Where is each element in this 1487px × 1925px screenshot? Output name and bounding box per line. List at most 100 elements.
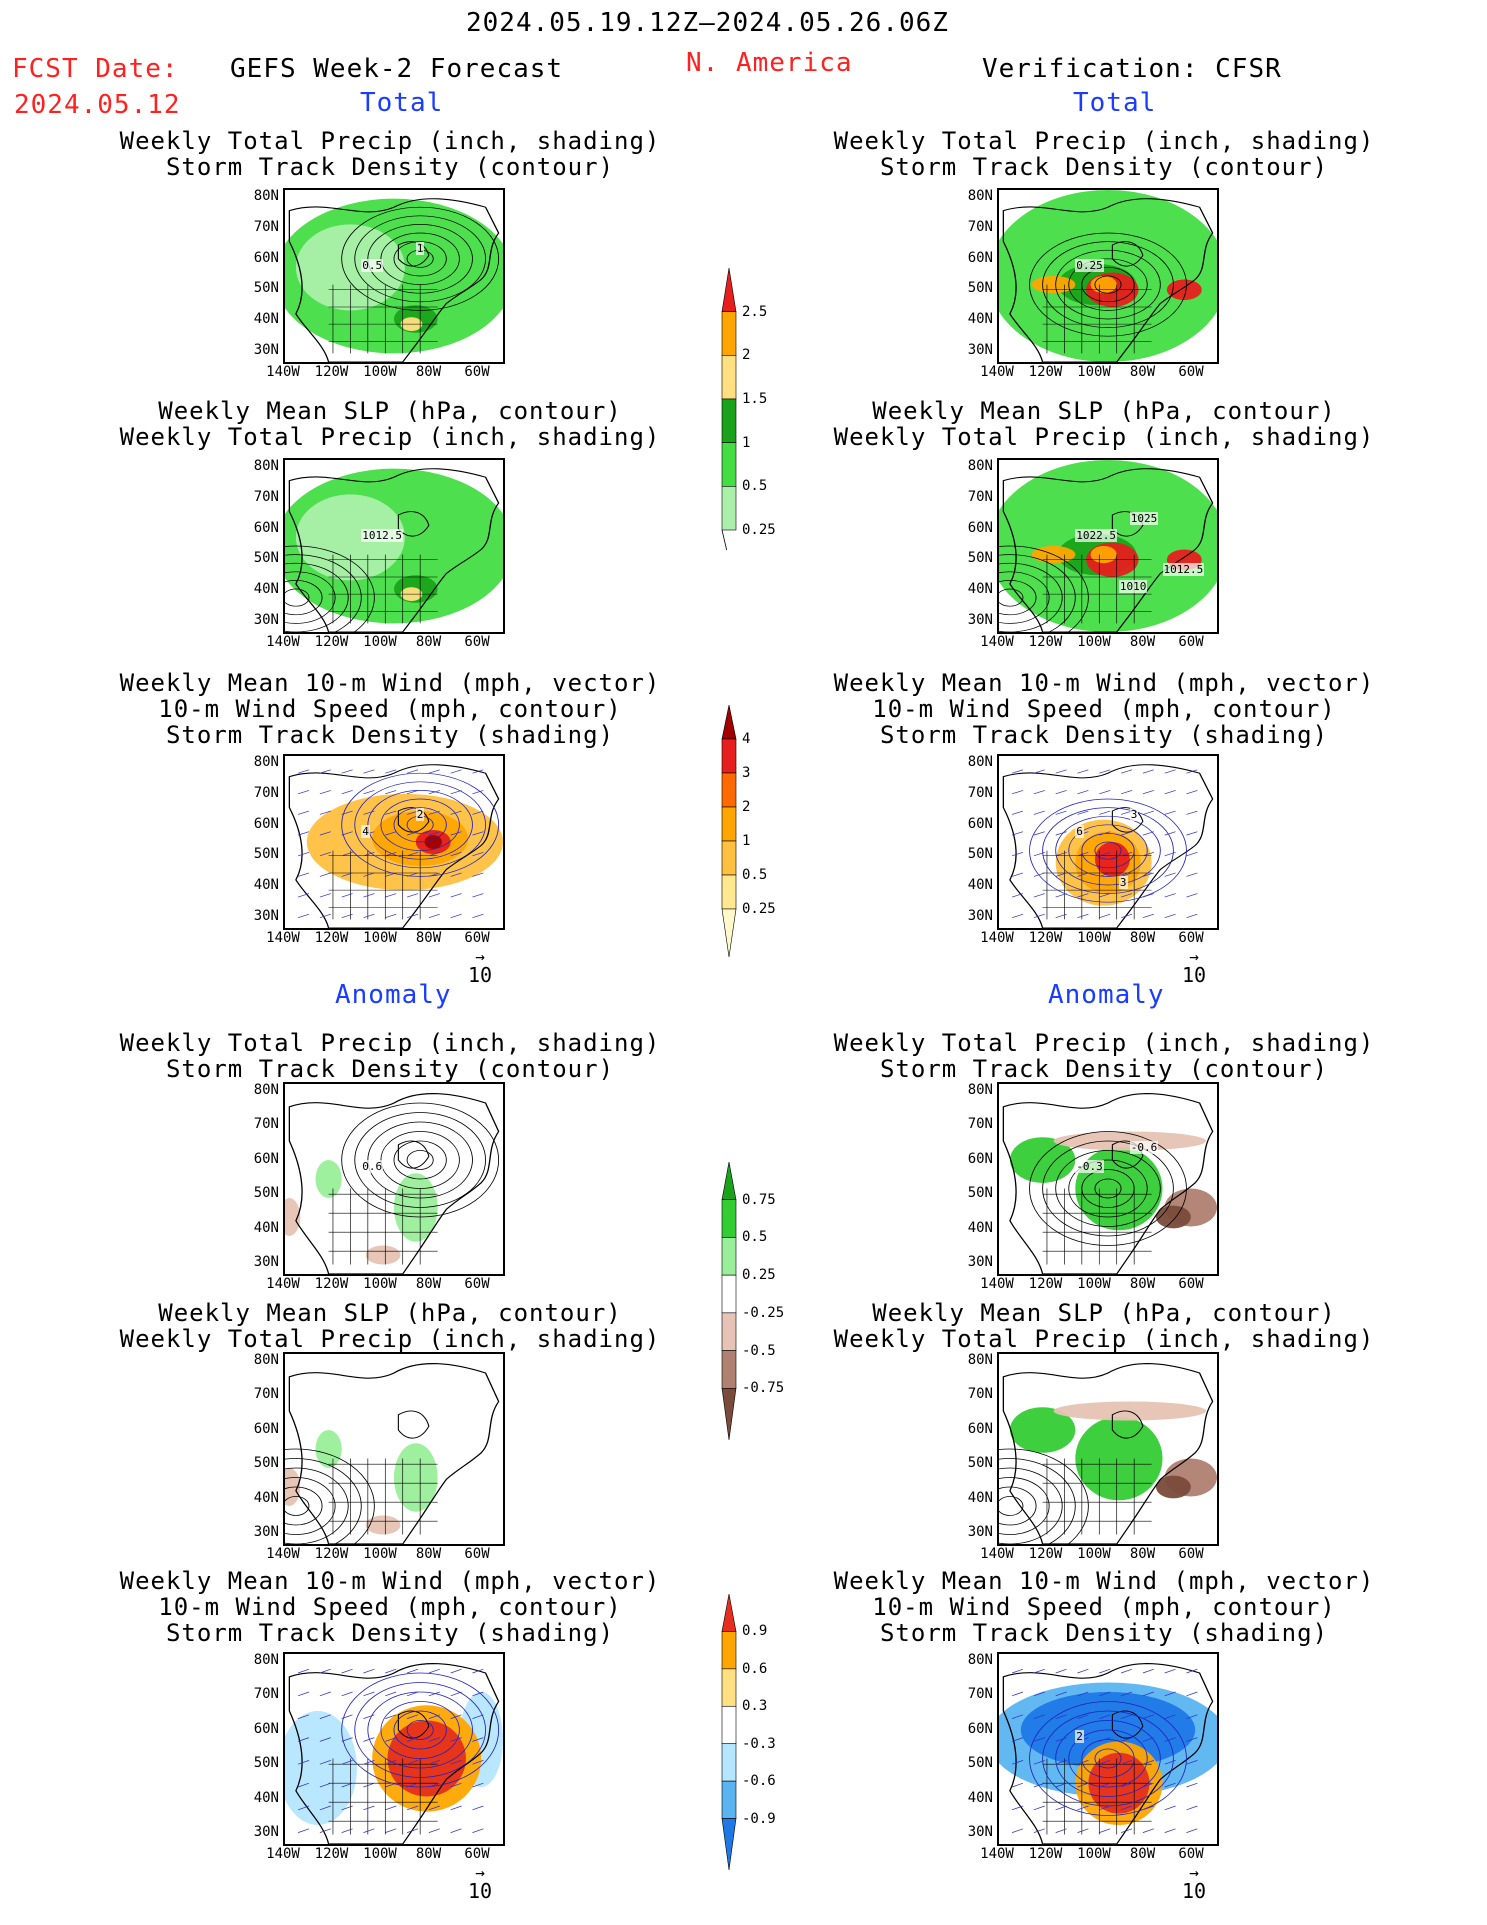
panel-6-left-map <box>283 1652 505 1846</box>
panel-5-right-lon-tick-80W: 80W <box>1129 1546 1156 1562</box>
panel-4-right-lon-tick-100W: 100W <box>1077 1276 1111 1292</box>
panel-5-left-title-line-1: Weekly Mean SLP (hPa, contour) <box>158 1299 622 1327</box>
panel-2-right-lon-tick-60W: 60W <box>1178 634 1204 650</box>
panel-4-left-lat-tick-30N: 30N <box>253 1254 279 1270</box>
panel-6-right-reference-value: 10 <box>1182 1879 1207 1903</box>
panel-2-left-coastline <box>288 468 500 632</box>
colorbar-anom-storm-swatch-4 <box>721 1705 737 1745</box>
panel-4-left-lat-tick-40N: 40N <box>253 1219 279 1236</box>
panel-2-right-lat-tick-70N: 70N <box>967 488 993 505</box>
panel-5-right-shade-4 <box>1155 1475 1191 1499</box>
panel-5-right-shade-1 <box>1075 1416 1163 1501</box>
panel-2-right-title-line-2: Weekly Total Precip (inch, shading) <box>833 423 1375 451</box>
panel-6-left-lon-tick-60W: 60W <box>464 1846 490 1862</box>
panel-1-left-map-svg <box>285 198 503 362</box>
panel-4-right-lon-tick-120W: 120W <box>1028 1276 1063 1292</box>
panel-4-right-lon-tick-60W: 60W <box>1178 1276 1204 1292</box>
panel-4-right-map-svg <box>1002 1093 1217 1274</box>
panel-3-right-reference-value: 10 <box>1182 963 1207 987</box>
panel-6-left-lon-tick-120W: 120W <box>314 1846 349 1862</box>
colorbar-total-precip-swatch-3 <box>721 355 737 400</box>
panel-2-right-contour-label-4: 1012.5 <box>1162 563 1205 577</box>
panel-1-left-contour-label-1: 0.5 <box>361 258 384 272</box>
colorbar-anom-storm-label-4: -0.3 <box>742 1735 776 1752</box>
panel-6-right-contour-label-1: 2 <box>1075 1730 1084 1743</box>
panel-6-right-reference-arrow: → <box>1189 1863 1199 1882</box>
colorbar-total-storm-swatch-7 <box>721 908 737 958</box>
panel-6-right-contours <box>1029 1701 1187 1816</box>
panel-6-left-map-svg <box>285 1663 503 1844</box>
panel-1-right-title-line-1: Weekly Total Precip (inch, shading) <box>833 127 1375 155</box>
colorbar-anom-precip-swatch-7 <box>721 1387 737 1441</box>
panel-6-right-lon-tick-80W: 80W <box>1129 1846 1156 1862</box>
panel-5-right-lon-tick-100W: 100W <box>1077 1546 1111 1562</box>
panel-3-right-lon-tick-100W: 100W <box>1077 930 1111 946</box>
panel-2-right-lat-tick-80N: 80N <box>967 458 993 474</box>
panel-1-left-title-line-1: Weekly Total Precip (inch, shading) <box>119 127 661 155</box>
panel-2-left-lat-tick-60N: 60N <box>253 519 279 536</box>
panel-1-left-lon-tick-120W: 120W <box>314 364 349 380</box>
panel-3-left-hudson-bay <box>397 807 430 833</box>
panel-2-left-lon-tick-140W: 140W <box>266 634 300 650</box>
panel-5-right-lon-tick-120W: 120W <box>1028 1546 1063 1562</box>
panel-6-right-coastline <box>1002 1663 1214 1844</box>
panel-2-left-contour-label-1: 1012.5 <box>361 528 404 542</box>
colorbar-anom-storm-swatch-3 <box>721 1668 737 1707</box>
panel-4-left-lon-tick-120W: 120W <box>314 1276 349 1292</box>
panel-6-left-lat-tick-30N: 30N <box>253 1824 279 1840</box>
panel-6-left-lat-tick-70N: 70N <box>253 1686 279 1703</box>
panel-6-left-lon-tick-100W: 100W <box>363 1846 397 1862</box>
panel-4-left-coastline <box>288 1093 500 1274</box>
panel-3-left-state-lines <box>328 850 438 920</box>
colorbar-total-precip-label-5: 0.5 <box>742 478 768 495</box>
panel-6-left-title-line-2: 10-m Wind Speed (mph, contour) <box>158 1593 622 1621</box>
panel-5-left-hudson-bay <box>397 1410 430 1439</box>
panel-2-right-contour-label-1: 1022.5 <box>1075 528 1118 542</box>
colorbar-anom-precip-swatch-2 <box>721 1199 737 1238</box>
panel-4-left-lat-tick-50N: 50N <box>253 1185 279 1202</box>
colorbar-total-precip-tail <box>721 529 728 550</box>
panel-4-right-hudson-bay <box>1111 1140 1144 1169</box>
panel-5-left-lon-tick-80W: 80W <box>415 1546 442 1562</box>
panel-1-right-lat-tick-60N: 60N <box>967 249 993 266</box>
panel-3-left-lon-tick-140W: 140W <box>266 930 300 946</box>
panel-4-left-map-svg <box>285 1093 500 1274</box>
colorbar-anom-storm-swatch-5 <box>721 1743 737 1782</box>
colorbar-anom-storm-label-1: 0.9 <box>742 1623 768 1640</box>
panel-1-right-map: 0.25 <box>997 188 1219 364</box>
panel-2-right-lon-tick-140W: 140W <box>980 634 1014 650</box>
panel-6-left-reference-vector: → 10 <box>468 1864 492 1902</box>
fcst-date: 2024.05.12 <box>14 90 181 120</box>
panel-1-right-lat-tick-30N: 30N <box>967 342 993 358</box>
panel-2-left-title-line-1: Weekly Mean SLP (hPa, contour) <box>158 397 622 425</box>
panel-6-right-lat-tick-50N: 50N <box>967 1755 993 1772</box>
colorbar-anom-storm-label-6: -0.9 <box>742 1810 776 1827</box>
panel-3-right-map: 6 3 3 <box>997 754 1219 930</box>
panel-3-right-lat-tick-30N: 30N <box>967 908 993 924</box>
panel-3-right-lat-tick-60N: 60N <box>967 815 993 832</box>
panel-5-left-lon-tick-140W: 140W <box>266 1546 300 1562</box>
panel-2-left-shade-2 <box>295 494 405 581</box>
panel-4-left-map: 0.6 <box>283 1082 505 1276</box>
panel-6-left-hudson-bay <box>397 1710 430 1739</box>
panel-1-left-lat-tick-60N: 60N <box>253 249 279 266</box>
left-title: GEFS Week-2 Forecast <box>230 54 564 84</box>
panel-5-right-title-line-2: Weekly Total Precip (inch, shading) <box>833 1325 1375 1353</box>
panel-2-right-coastline <box>1002 468 1214 632</box>
panel-4-right-contour-label-1: -0.3 <box>1075 1160 1104 1173</box>
right-title: Verification: CFSR <box>982 54 1282 84</box>
panel-2-right-lon-tick-100W: 100W <box>1077 634 1111 650</box>
panel-6-left-lat-tick-80N: 80N <box>253 1652 279 1668</box>
panel-6-right-hudson-bay <box>1111 1710 1144 1739</box>
panel-5-left-lon-tick-60W: 60W <box>464 1546 490 1562</box>
colorbar-anom-precip: 0.75 0.5 0.25 -0.25 -0.5 -0.75 <box>718 1162 788 1446</box>
region-label: N. America <box>686 48 853 78</box>
panel-5-right-lat-tick-40N: 40N <box>967 1489 993 1506</box>
panel-3-right-lon-tick-80W: 80W <box>1129 930 1156 946</box>
panel-6-right-map: 2 <box>997 1652 1219 1846</box>
panel-2-right-lat-tick-60N: 60N <box>967 519 993 536</box>
panel-1-right-shade-5 <box>1166 279 1202 301</box>
panel-4-left-lon-tick-80W: 80W <box>415 1276 442 1292</box>
colorbar-total-precip-swatch-1 <box>721 268 737 312</box>
colorbar-total-storm-swatch-5 <box>721 840 737 876</box>
